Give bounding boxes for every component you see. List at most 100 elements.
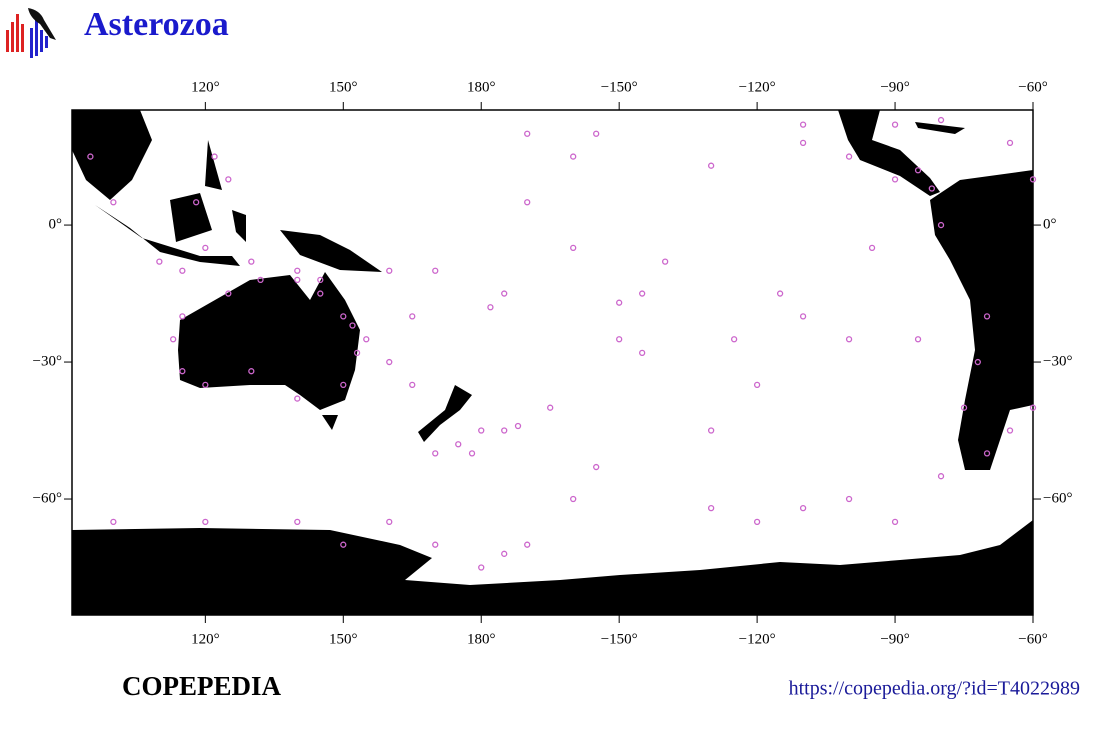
title: Asterozoa: [84, 6, 229, 43]
occurrence-point: [1029, 404, 1037, 411]
occurrence-point: [202, 244, 209, 252]
occurrence-point: [799, 121, 807, 128]
occurrence-point: [211, 153, 218, 160]
occurrence-point: [501, 427, 508, 434]
occurrence-point: [248, 258, 255, 265]
occurrence-point: [501, 550, 508, 557]
occurrence-point: [179, 313, 186, 320]
x-tick-label: −120°: [739, 631, 776, 647]
occurrence-point: [570, 244, 577, 252]
occurrence-point: [937, 221, 945, 229]
occurrence-point: [974, 358, 981, 366]
occurrence-point: [524, 199, 531, 206]
occurrence-point: [639, 290, 646, 297]
occurrence-point: [937, 473, 945, 480]
occurrence-point: [349, 322, 356, 329]
y-tick-label: −60°: [33, 490, 62, 506]
occurrence-point: [478, 564, 485, 571]
occurrence-point: [386, 358, 393, 366]
occurrence-point: [1006, 139, 1014, 147]
occurrence-point: [616, 299, 623, 306]
occurrence-point: [257, 276, 264, 284]
occurrence-point: [294, 276, 301, 284]
occurrence-point: [409, 313, 416, 320]
occurrence-point: [891, 518, 899, 526]
occurrence-point: [179, 368, 186, 375]
occurrence-point: [202, 518, 209, 526]
occurrence-point: [340, 541, 347, 548]
occurrence-point: [593, 130, 600, 137]
occurrence-point: [192, 199, 200, 206]
occurrence-point: [1006, 427, 1014, 434]
occurrence-point: [340, 313, 347, 320]
occurrence-point: [478, 427, 485, 434]
occurrence-point: [455, 441, 462, 448]
occurrence-point: [914, 336, 922, 343]
occurrence-point: [156, 258, 163, 265]
occurrence-point: [386, 267, 393, 274]
occurrence-point: [845, 153, 853, 160]
occurrence-point: [317, 290, 324, 297]
occurrence-point: [524, 130, 531, 137]
occurrence-point: [960, 404, 968, 411]
x-tick-label: −60°: [1018, 631, 1047, 647]
x-tick-label: −150°: [601, 631, 638, 647]
y-tick-label: −60°: [1043, 490, 1072, 506]
occurrence-point: [317, 276, 324, 284]
occurrence-point: [110, 199, 117, 206]
occurrence-point: [868, 244, 876, 252]
occurrence-point: [753, 518, 761, 526]
land: [72, 110, 1033, 615]
x-tick-label: 120°: [191, 631, 220, 647]
occurrence-point: [386, 518, 393, 526]
occurrence-point: [799, 139, 807, 147]
occurrence-point: [593, 463, 600, 471]
x-tick-label: 180°: [467, 631, 496, 647]
x-tick-label: −90°: [880, 79, 909, 95]
x-tick-label: 180°: [467, 79, 496, 95]
occurrence-point: [468, 450, 476, 457]
occurrence-point: [707, 427, 715, 434]
occurrence-point: [340, 381, 347, 389]
occurrence-point: [983, 450, 991, 457]
occurrence-point: [363, 336, 370, 343]
x-tick-label: −60°: [1018, 79, 1047, 95]
occurrence-point: [432, 541, 439, 548]
occurrence-point: [524, 541, 531, 548]
occurrence-point: [547, 404, 554, 411]
occurrence-point: [753, 381, 761, 389]
x-tick-label: −90°: [880, 631, 909, 647]
occurrence-point: [570, 153, 577, 160]
occurrence-point: [845, 495, 853, 503]
occurrence-point: [514, 422, 522, 430]
occurrence-point: [409, 381, 416, 389]
logo: [6, 8, 56, 58]
occurrence-point: [616, 336, 623, 343]
y-tick-label: −30°: [33, 353, 62, 369]
occurrence-point: [202, 381, 209, 389]
source-url: https://copepedia.org/?id=T4022989: [789, 678, 1080, 700]
occurrence-point: [294, 395, 301, 402]
occurrence-point: [225, 290, 232, 297]
occurrence-point: [432, 450, 439, 457]
occurrence-point: [294, 518, 301, 526]
occurrence-point: [891, 121, 899, 128]
occurrence-point: [799, 505, 807, 512]
occurrence-point: [730, 336, 738, 343]
occurrence-point: [179, 267, 186, 274]
occurrence-point: [570, 495, 577, 503]
x-tick-label: 150°: [329, 631, 358, 647]
x-tick-label: −150°: [601, 79, 638, 95]
x-tick-label: 120°: [191, 79, 220, 95]
occurrence-point: [891, 176, 899, 183]
occurrence-point: [110, 518, 117, 526]
occurrence-point: [170, 336, 177, 343]
occurrence-point: [707, 505, 715, 512]
occurrence-point: [776, 290, 784, 297]
occurrence-point: [487, 304, 494, 311]
occurrence-point: [432, 267, 439, 274]
y-tick-label: 0°: [49, 217, 63, 233]
occurrence-point: [845, 336, 853, 343]
